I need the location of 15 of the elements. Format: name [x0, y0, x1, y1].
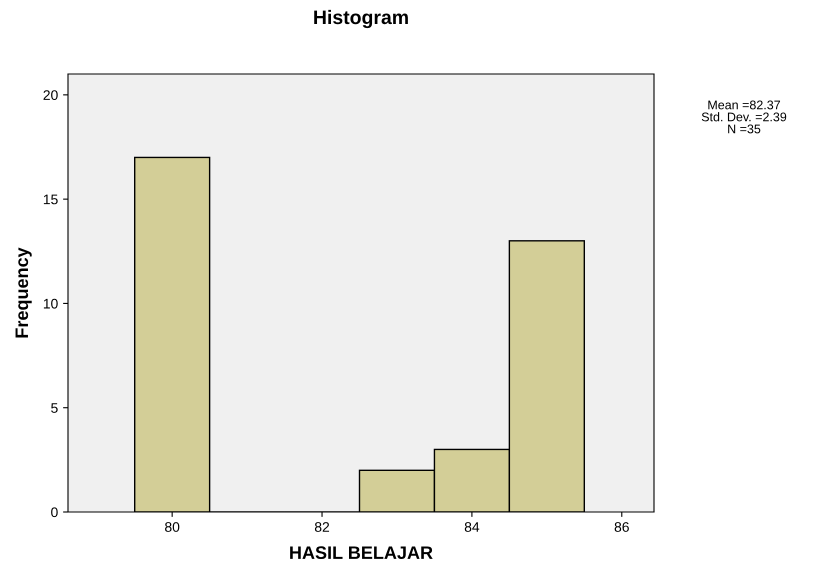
y-tick-label: 20 — [44, 90, 58, 100]
x-tick-label: 82 — [314, 522, 330, 532]
text: Mean =82.37 — [708, 100, 780, 110]
x-tick-label: 84 — [464, 522, 480, 532]
x-tick-label: 86 — [614, 522, 629, 532]
y-tick-label: 15 — [44, 194, 58, 204]
text: Std. Dev. =2.39 — [702, 112, 786, 122]
y-tick-label: 5 — [51, 403, 58, 413]
chart-title: Histogram — [314, 10, 408, 28]
y-axis-title: Frequency — [16, 247, 32, 338]
x-tick-label: 80 — [165, 522, 180, 532]
y-tick-label: 10 — [44, 298, 58, 309]
text: N =35 — [728, 124, 760, 134]
x-axis-title: HASIL BELAJAR — [290, 546, 433, 560]
y-tick-label: 0 — [51, 507, 58, 518]
